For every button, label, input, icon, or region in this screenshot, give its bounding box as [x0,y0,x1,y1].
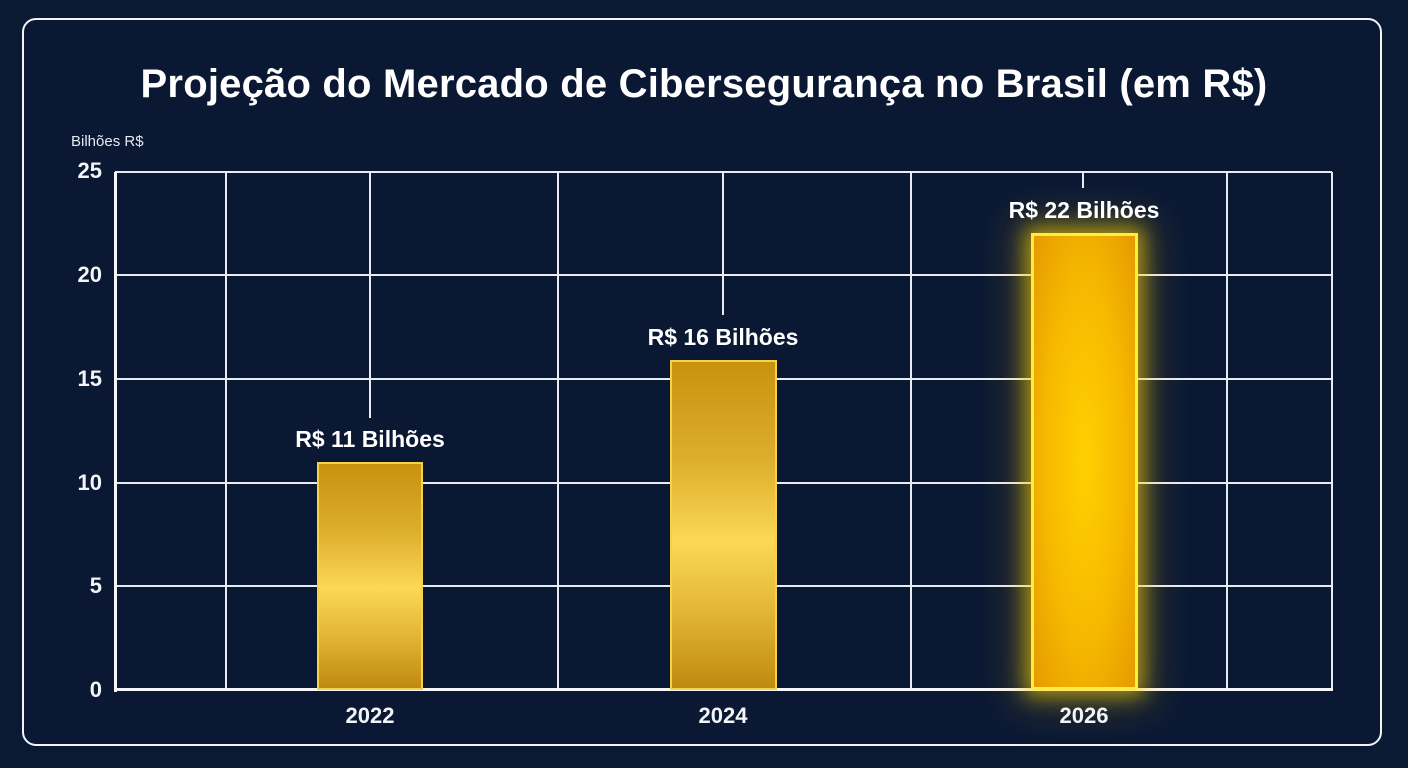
chart-title: Projeção do Mercado de Cibersegurança no… [140,62,1268,106]
bar-2024[interactable] [670,360,777,690]
y-tick-5: 5 [89,573,102,598]
y-axis-label: Bilhões R$ [71,133,144,150]
x-tick-2024: 2024 [698,703,748,728]
y-tick-20: 20 [77,262,102,287]
vstub-2024 [722,172,724,315]
bar-label-2026: R$ 22 Bilhões [1008,197,1160,223]
vgridline [557,172,559,690]
bar-2026-highlighted[interactable] [1031,233,1138,690]
bar-label-2024: R$ 16 Bilhões [647,324,799,350]
x-tick-2026: 2026 [1059,703,1109,728]
vstub-2022 [369,172,371,418]
bar-2022[interactable] [317,462,423,690]
vstub-2026 [1082,172,1084,188]
bar-label-2022: R$ 11 Bilhões [295,426,445,452]
y-tick-25: 25 [77,158,102,183]
y-tick-15: 15 [77,366,102,391]
y-tick-10: 10 [77,470,102,495]
y-tick-0: 0 [89,677,102,702]
y-axis [114,172,117,692]
vgridline [910,172,912,690]
plot-right-edge [1331,172,1333,690]
x-tick-2022: 2022 [345,703,395,728]
vgridline [1226,172,1228,690]
vgridline [225,172,227,690]
